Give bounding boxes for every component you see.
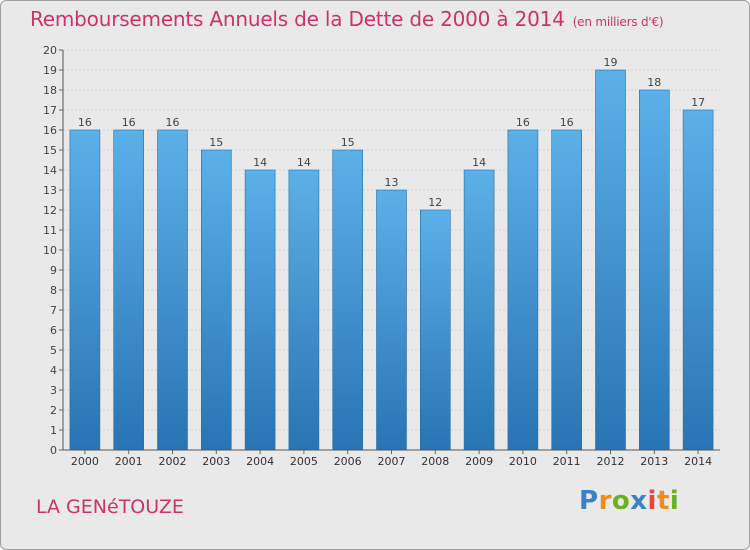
y-tick-label: 18	[43, 84, 57, 97]
y-tick-label: 17	[43, 104, 57, 117]
logo-letter: i	[669, 486, 680, 516]
y-tick-label: 16	[43, 124, 57, 137]
bar	[463, 169, 495, 451]
bar	[201, 149, 232, 451]
x-tick-label: 2002	[159, 455, 187, 468]
bar-value-label: 13	[385, 176, 399, 189]
logo-letter: x	[630, 486, 648, 516]
y-tick-label: 4	[50, 364, 57, 377]
commune-name: LA GENéTOUZE	[36, 496, 184, 518]
x-tick-label: 2014	[684, 455, 712, 468]
x-tick-label: 2000	[71, 455, 99, 468]
bar-value-label: 12	[428, 196, 442, 209]
bar	[595, 69, 626, 451]
y-tick-label: 20	[43, 44, 57, 57]
bar	[69, 129, 101, 451]
bar-value-label: 15	[209, 136, 223, 149]
bar-value-label: 16	[516, 116, 530, 129]
bar	[332, 149, 364, 451]
x-tick-label: 2009	[465, 455, 493, 468]
y-tick-label: 7	[50, 304, 57, 317]
chart-unit: (en milliers d'€)	[572, 15, 664, 29]
bar-value-label: 16	[166, 116, 180, 129]
bar	[157, 129, 188, 451]
x-tick-label: 2001	[115, 455, 143, 468]
chart-title: Remboursements Annuels de la Dette de 20…	[30, 7, 664, 31]
y-tick-label: 1	[50, 424, 57, 437]
y-tick-label: 13	[43, 184, 57, 197]
logo-letter: o	[611, 486, 631, 516]
bar-value-label: 14	[297, 156, 311, 169]
y-tick-label: 0	[50, 444, 57, 457]
logo-letter: i	[647, 486, 657, 516]
x-tick-label: 2012	[597, 455, 625, 468]
x-tick-label: 2013	[640, 455, 668, 468]
y-tick-label: 2	[50, 404, 57, 417]
bar	[376, 189, 407, 451]
x-tick-label: 2005	[290, 455, 318, 468]
y-tick-label: 8	[50, 284, 57, 297]
bar	[682, 109, 714, 451]
chart-title-text: Remboursements Annuels de la Dette de 20…	[30, 7, 565, 31]
bar	[507, 129, 539, 451]
x-axis-ticks: 2000 2001 2002 2003 2004 2005 2006 2007 2008 2009…	[71, 450, 712, 468]
bar-value-label: 14	[253, 156, 267, 169]
y-tick-label: 14	[43, 164, 57, 177]
bar-value-label: 16	[78, 116, 92, 129]
x-tick-label: 2004	[246, 455, 274, 468]
y-tick-label: 12	[43, 204, 57, 217]
bar	[113, 129, 144, 451]
bar-value-label: 19	[604, 56, 618, 69]
bar	[288, 169, 320, 451]
bar	[638, 89, 670, 451]
bar	[551, 129, 583, 451]
y-tick-label: 11	[43, 224, 57, 237]
x-tick-label: 2008	[421, 455, 449, 468]
y-tick-label: 10	[43, 244, 57, 257]
bar-value-label: 17	[691, 96, 705, 109]
x-tick-label: 2007	[378, 455, 406, 468]
x-tick-label: 2010	[509, 455, 537, 468]
bar	[244, 169, 276, 451]
x-tick-label: 2006	[334, 455, 362, 468]
bar-value-label: 15	[341, 136, 355, 149]
x-tick-label: 2003	[202, 455, 230, 468]
bar	[419, 209, 451, 451]
y-tick-label: 9	[50, 264, 57, 277]
proxiti-logo: Proxiti	[579, 486, 679, 516]
bar-value-label: 18	[647, 76, 661, 89]
y-tick-label: 19	[43, 64, 57, 77]
bar-value-label: 16	[122, 116, 136, 129]
data-labels: 16 16 16 15 14 14 15 13 12 14 16 16 19 18 17	[78, 56, 705, 209]
y-tick-label: 6	[50, 324, 57, 337]
bar-value-label: 16	[560, 116, 574, 129]
y-tick-label: 5	[50, 344, 57, 357]
bar-value-label: 14	[472, 156, 486, 169]
x-tick-label: 2011	[553, 455, 581, 468]
bars	[69, 69, 714, 451]
y-tick-label: 3	[50, 384, 57, 397]
logo-letter: r	[598, 486, 612, 516]
logo-letter: t	[656, 486, 670, 516]
logo-letter: P	[579, 486, 599, 516]
y-tick-label: 15	[43, 144, 57, 157]
